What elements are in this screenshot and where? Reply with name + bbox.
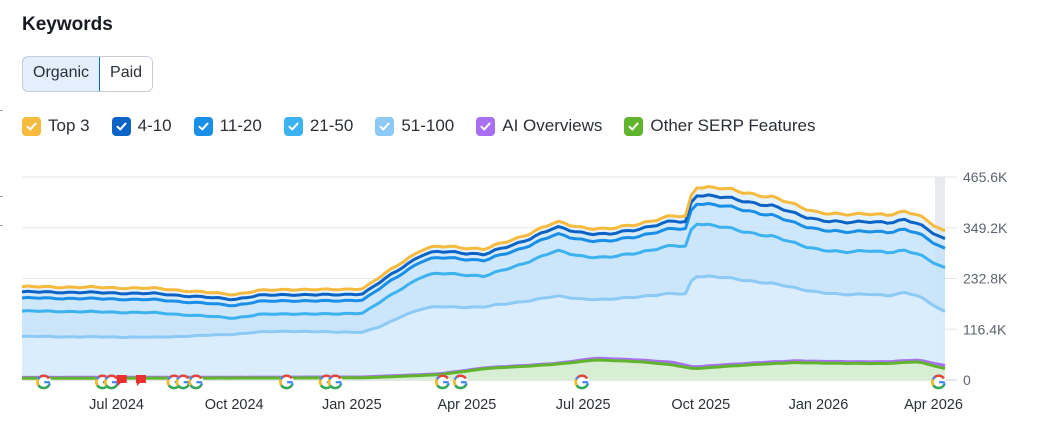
legend-4-10[interactable]: 4-10 bbox=[111, 116, 172, 136]
tab-paid[interactable]: Paid bbox=[100, 57, 153, 91]
section-title: Keywords bbox=[22, 14, 113, 35]
icon-arc bbox=[37, 384, 51, 390]
legend-11-20[interactable]: 11-20 bbox=[193, 116, 262, 136]
chart-legend: Top 3 4-10 11-20 21-50 51-100 AI Overvie… bbox=[22, 116, 837, 136]
checkbox-checked-icon bbox=[476, 116, 496, 136]
checkbox-checked-icon bbox=[193, 116, 213, 136]
organic-paid-toggle: Organic Paid bbox=[22, 56, 154, 92]
x-tick-label: Jan 2026 bbox=[789, 397, 849, 413]
google-update-icon bbox=[574, 374, 590, 390]
legend-label: Other SERP Features bbox=[650, 116, 816, 135]
icon-arc bbox=[438, 374, 449, 380]
x-tick-label: Jul 2024 bbox=[89, 397, 144, 413]
series-line-51-100 bbox=[21, 274, 946, 339]
x-tick-label: Oct 2025 bbox=[671, 397, 730, 413]
icon-arc bbox=[39, 374, 50, 380]
checkbox-checked-icon bbox=[283, 116, 303, 136]
series-line-21-50 bbox=[21, 222, 946, 320]
google-update-icon bbox=[435, 374, 451, 390]
icon-arc bbox=[454, 384, 467, 390]
icon-arc bbox=[435, 378, 439, 387]
icon-arc bbox=[280, 384, 294, 390]
icon-arc bbox=[282, 374, 293, 380]
y-tick-label: 465.6K bbox=[963, 169, 1008, 185]
icon-arc bbox=[189, 384, 203, 390]
series-line-top-3 bbox=[21, 185, 946, 297]
icon-arc bbox=[453, 378, 457, 387]
x-tick-label: Apr 2025 bbox=[437, 397, 496, 413]
icon-arc bbox=[575, 384, 589, 390]
legend-21-50[interactable]: 21-50 bbox=[283, 116, 354, 136]
legend-label: 21-50 bbox=[309, 116, 354, 135]
google-update-icon bbox=[279, 374, 295, 390]
y-tick-label: 116.4K bbox=[963, 321, 1007, 337]
tab-organic[interactable]: Organic bbox=[23, 57, 101, 91]
y-tick-label: 0 bbox=[963, 372, 971, 388]
icon-arc bbox=[176, 384, 190, 390]
x-tick-label: Jan 2025 bbox=[322, 397, 382, 413]
icon-arc bbox=[279, 378, 283, 387]
edge-tick bbox=[0, 110, 3, 111]
google-update-icon bbox=[104, 374, 119, 390]
icon-arc bbox=[329, 384, 342, 390]
icon-arc bbox=[105, 384, 118, 390]
google-update-icon bbox=[931, 374, 947, 390]
edge-tick bbox=[0, 225, 3, 226]
x-tick-label: Oct 2024 bbox=[205, 397, 264, 413]
icon-arc bbox=[931, 378, 935, 387]
icon-arc bbox=[166, 378, 170, 387]
icon-arc bbox=[574, 378, 578, 387]
legend-label: AI Overviews bbox=[502, 116, 603, 135]
edge-tick bbox=[0, 196, 3, 197]
icon-arc bbox=[436, 384, 450, 390]
legend-ai-overviews[interactable]: AI Overviews bbox=[476, 116, 602, 136]
icon-arc bbox=[330, 374, 342, 380]
icon-arc bbox=[188, 378, 192, 387]
series-line-4-10 bbox=[21, 193, 946, 302]
icon-arc bbox=[577, 374, 589, 380]
y-tick-label: 232.8K bbox=[963, 271, 1008, 287]
checkbox-checked-icon bbox=[111, 116, 131, 136]
icon-arc bbox=[178, 374, 190, 380]
legend-51-100[interactable]: 51-100 bbox=[375, 116, 454, 136]
google-update-icon bbox=[175, 374, 191, 390]
icon-arc bbox=[327, 378, 332, 387]
checkbox-checked-icon bbox=[375, 116, 395, 136]
icon-arc bbox=[175, 378, 179, 387]
legend-label: 11-20 bbox=[219, 116, 262, 135]
google-update-icon bbox=[453, 374, 468, 390]
legend-label: Top 3 bbox=[48, 116, 90, 135]
area-51-100 bbox=[22, 276, 945, 380]
checkbox-checked-icon bbox=[624, 116, 644, 136]
flag-icon bbox=[116, 375, 127, 386]
icon-arc bbox=[106, 374, 118, 380]
legend-top-3[interactable]: Top 3 bbox=[22, 116, 90, 136]
google-update-icon bbox=[36, 374, 52, 390]
google-update-icon bbox=[188, 374, 204, 390]
legend-other-serp-features[interactable]: Other SERP Features bbox=[624, 116, 815, 136]
icon-arc bbox=[318, 378, 323, 387]
x-tick-label: Jul 2025 bbox=[556, 397, 611, 413]
icon-arc bbox=[191, 374, 203, 380]
flag-icon bbox=[135, 375, 146, 386]
icon-arc bbox=[95, 378, 99, 387]
icon-arc bbox=[104, 378, 108, 387]
legend-label: 51-100 bbox=[401, 116, 455, 135]
flag-shape bbox=[116, 375, 127, 386]
icon-arc bbox=[36, 378, 40, 387]
checkbox-checked-icon bbox=[22, 116, 41, 136]
series-line-11-20 bbox=[21, 202, 946, 308]
icon-arc bbox=[455, 374, 467, 380]
icon-arc bbox=[934, 374, 945, 380]
legend-label: 4-10 bbox=[137, 116, 172, 135]
icon-arc bbox=[932, 384, 946, 390]
keywords-trend-chart: 465.6K 349.2K 232.8K 116.4K 0 Jul 2024 Oct 202… bbox=[21, 169, 1008, 413]
x-tick-label: Apr 2026 bbox=[904, 397, 963, 413]
flag-shape bbox=[135, 375, 146, 386]
y-tick-label: 349.2K bbox=[963, 220, 1008, 236]
google-update-icon bbox=[327, 374, 343, 390]
